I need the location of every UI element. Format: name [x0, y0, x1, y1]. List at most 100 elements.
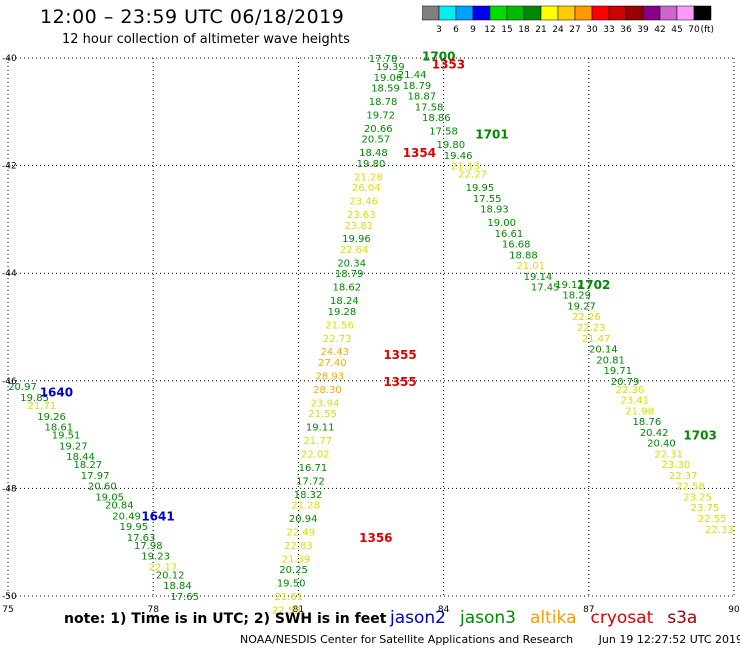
- wave-height-point: 16.71: [299, 463, 328, 474]
- x-tick-label: 75: [2, 605, 13, 615]
- wave-height-point: 23.75: [691, 503, 720, 514]
- wave-height-point: 18.48: [359, 148, 388, 159]
- satellite-legend: jason2 jason3 altika cryosat s3a: [390, 608, 711, 628]
- wave-height-point: 18.93: [480, 205, 509, 216]
- wave-height-point: 20.25: [279, 565, 308, 576]
- colorbar-unit: (ft): [700, 25, 714, 35]
- pass-time-label: 1641: [141, 509, 174, 523]
- wave-height-point: 18.59: [371, 84, 400, 95]
- wave-height-point: 19.51: [52, 431, 81, 442]
- wave-height-point: 20.42: [640, 428, 669, 439]
- wave-height-point: 23.81: [345, 221, 374, 232]
- wave-height-point: 18.87: [407, 92, 436, 103]
- pass-time-label: 1355: [383, 348, 416, 362]
- wave-height-point: 21.55: [308, 409, 337, 420]
- footer-credit: NOAA/NESDIS Center for Satellite Applica…: [240, 633, 740, 646]
- legend-item-jason2: jason2: [390, 608, 446, 628]
- legend-item-cryosat: cryosat: [590, 608, 654, 628]
- wave-height-point: 19.28: [328, 307, 357, 318]
- wave-height-point: 17.58: [415, 102, 444, 113]
- wave-height-point: 19.96: [342, 234, 371, 245]
- wave-height-point: 22.83: [284, 541, 313, 552]
- wave-height-point: 20.81: [596, 355, 625, 366]
- wave-height-point: 22.49: [286, 527, 315, 538]
- pass-time-label: 1355: [383, 375, 416, 389]
- legend-item-jason3: jason3: [460, 608, 516, 628]
- wave-height-point: 19.00: [487, 218, 516, 229]
- timestamp-text: Jun 19 12:27:52 UTC 2019: [598, 633, 740, 646]
- wave-height-point: 19.27: [567, 301, 596, 312]
- colorbar-label: 21: [535, 25, 546, 35]
- legend-item-altika: altika: [530, 608, 577, 628]
- wave-height-point: 18.79: [403, 81, 432, 92]
- colorbar-label: 36: [620, 25, 632, 35]
- wave-height-point: 21.13: [451, 162, 480, 173]
- wave-height-point: 22.73: [323, 334, 352, 345]
- wave-height-point: 18.84: [163, 581, 192, 592]
- colorbar-legend: 3 6 9 12 15 18 21 24 27 30 33 36 39 42 45 70 (ft): [422, 5, 714, 35]
- chart-subtitle: 12 hour collection of altimeter wave hei…: [62, 32, 350, 47]
- wave-height-point: 18.86: [422, 113, 451, 124]
- wave-height-point: 22.37: [669, 471, 698, 482]
- legend-item-s3a: s3a: [667, 608, 698, 628]
- wave-height-point: 16.68: [502, 240, 531, 251]
- y-tick-label: -42: [2, 162, 17, 172]
- chart-title: 12:00 – 23:59 UTC 06/18/2019: [40, 6, 345, 28]
- wave-height-point: 23.46: [349, 197, 378, 208]
- wave-height-point: 21.44: [398, 70, 427, 81]
- y-tick-label: -50: [2, 592, 17, 602]
- wave-height-point: 23.30: [662, 460, 691, 471]
- wave-height-point: 19.11: [306, 423, 335, 434]
- wave-height-point: 19.72: [366, 110, 395, 121]
- colorbar-label: 6: [453, 25, 459, 35]
- x-tick-label: 78: [147, 605, 159, 615]
- x-tick-label: 84: [438, 605, 450, 615]
- pass-time-label: 1356: [359, 531, 392, 545]
- wave-height-point: 21.56: [325, 320, 354, 331]
- pass-time-label: 1702: [577, 278, 610, 292]
- wave-height-point: 21.01: [516, 261, 545, 272]
- colorbar-label: 39: [637, 25, 649, 35]
- wave-height-point: 18.27: [74, 460, 103, 471]
- wave-height-point: 19.85: [20, 393, 49, 404]
- wave-height-point: 23.63: [347, 210, 376, 221]
- wave-height-point: 18.76: [633, 417, 662, 428]
- wave-height-point: 22.36: [616, 385, 645, 396]
- wave-height-point: 18.29: [562, 291, 591, 302]
- pass-time-label: 1703: [683, 429, 716, 443]
- wave-height-point: 20.12: [156, 570, 185, 581]
- x-tick-label: 87: [583, 605, 594, 615]
- wave-height-point: 20.14: [589, 345, 618, 356]
- colorbar-label: 42: [654, 25, 665, 35]
- wave-height-point: 17.72: [296, 476, 325, 487]
- colorbar-label: 45: [671, 25, 682, 35]
- pass-time-label: 1700: [422, 49, 455, 63]
- wave-height-point: 22.59: [272, 605, 301, 616]
- x-tick-label: 81: [293, 605, 304, 615]
- wave-height-point: 19.26: [37, 412, 66, 423]
- wave-height-point: 19.05: [95, 492, 124, 503]
- pass-time-label: 1701: [475, 127, 508, 141]
- wave-height-point: 18.79: [335, 269, 364, 280]
- wave-height-point: 20.84: [105, 501, 134, 512]
- wave-height-point: 21.28: [291, 501, 320, 512]
- wave-height-point: 19.80: [357, 159, 386, 170]
- x-tick-label: 90: [728, 605, 740, 615]
- wave-height-point: 21.61: [274, 592, 303, 603]
- wave-height-point: 19.95: [120, 522, 149, 533]
- wave-height-point: 18.88: [509, 250, 538, 261]
- wave-height-point: 19.12: [555, 280, 584, 291]
- wave-height-point: 19.95: [466, 183, 495, 194]
- wave-height-point: 20.66: [364, 124, 393, 135]
- y-tick-label: -44: [2, 269, 17, 279]
- wave-height-point: 20.49: [112, 511, 141, 522]
- wave-height-point: 18.62: [332, 283, 361, 294]
- wave-height-point: 21.47: [582, 334, 611, 345]
- wave-height-point: 23.25: [683, 492, 712, 503]
- wave-height-point: 20.94: [289, 514, 318, 525]
- wave-height-point: 21.28: [354, 172, 383, 183]
- wave-height-point: 22.26: [572, 312, 601, 323]
- wave-height-point: 19.23: [141, 552, 170, 563]
- wave-height-point: 20.79: [611, 377, 640, 388]
- wave-height-point: 19.06: [374, 73, 403, 84]
